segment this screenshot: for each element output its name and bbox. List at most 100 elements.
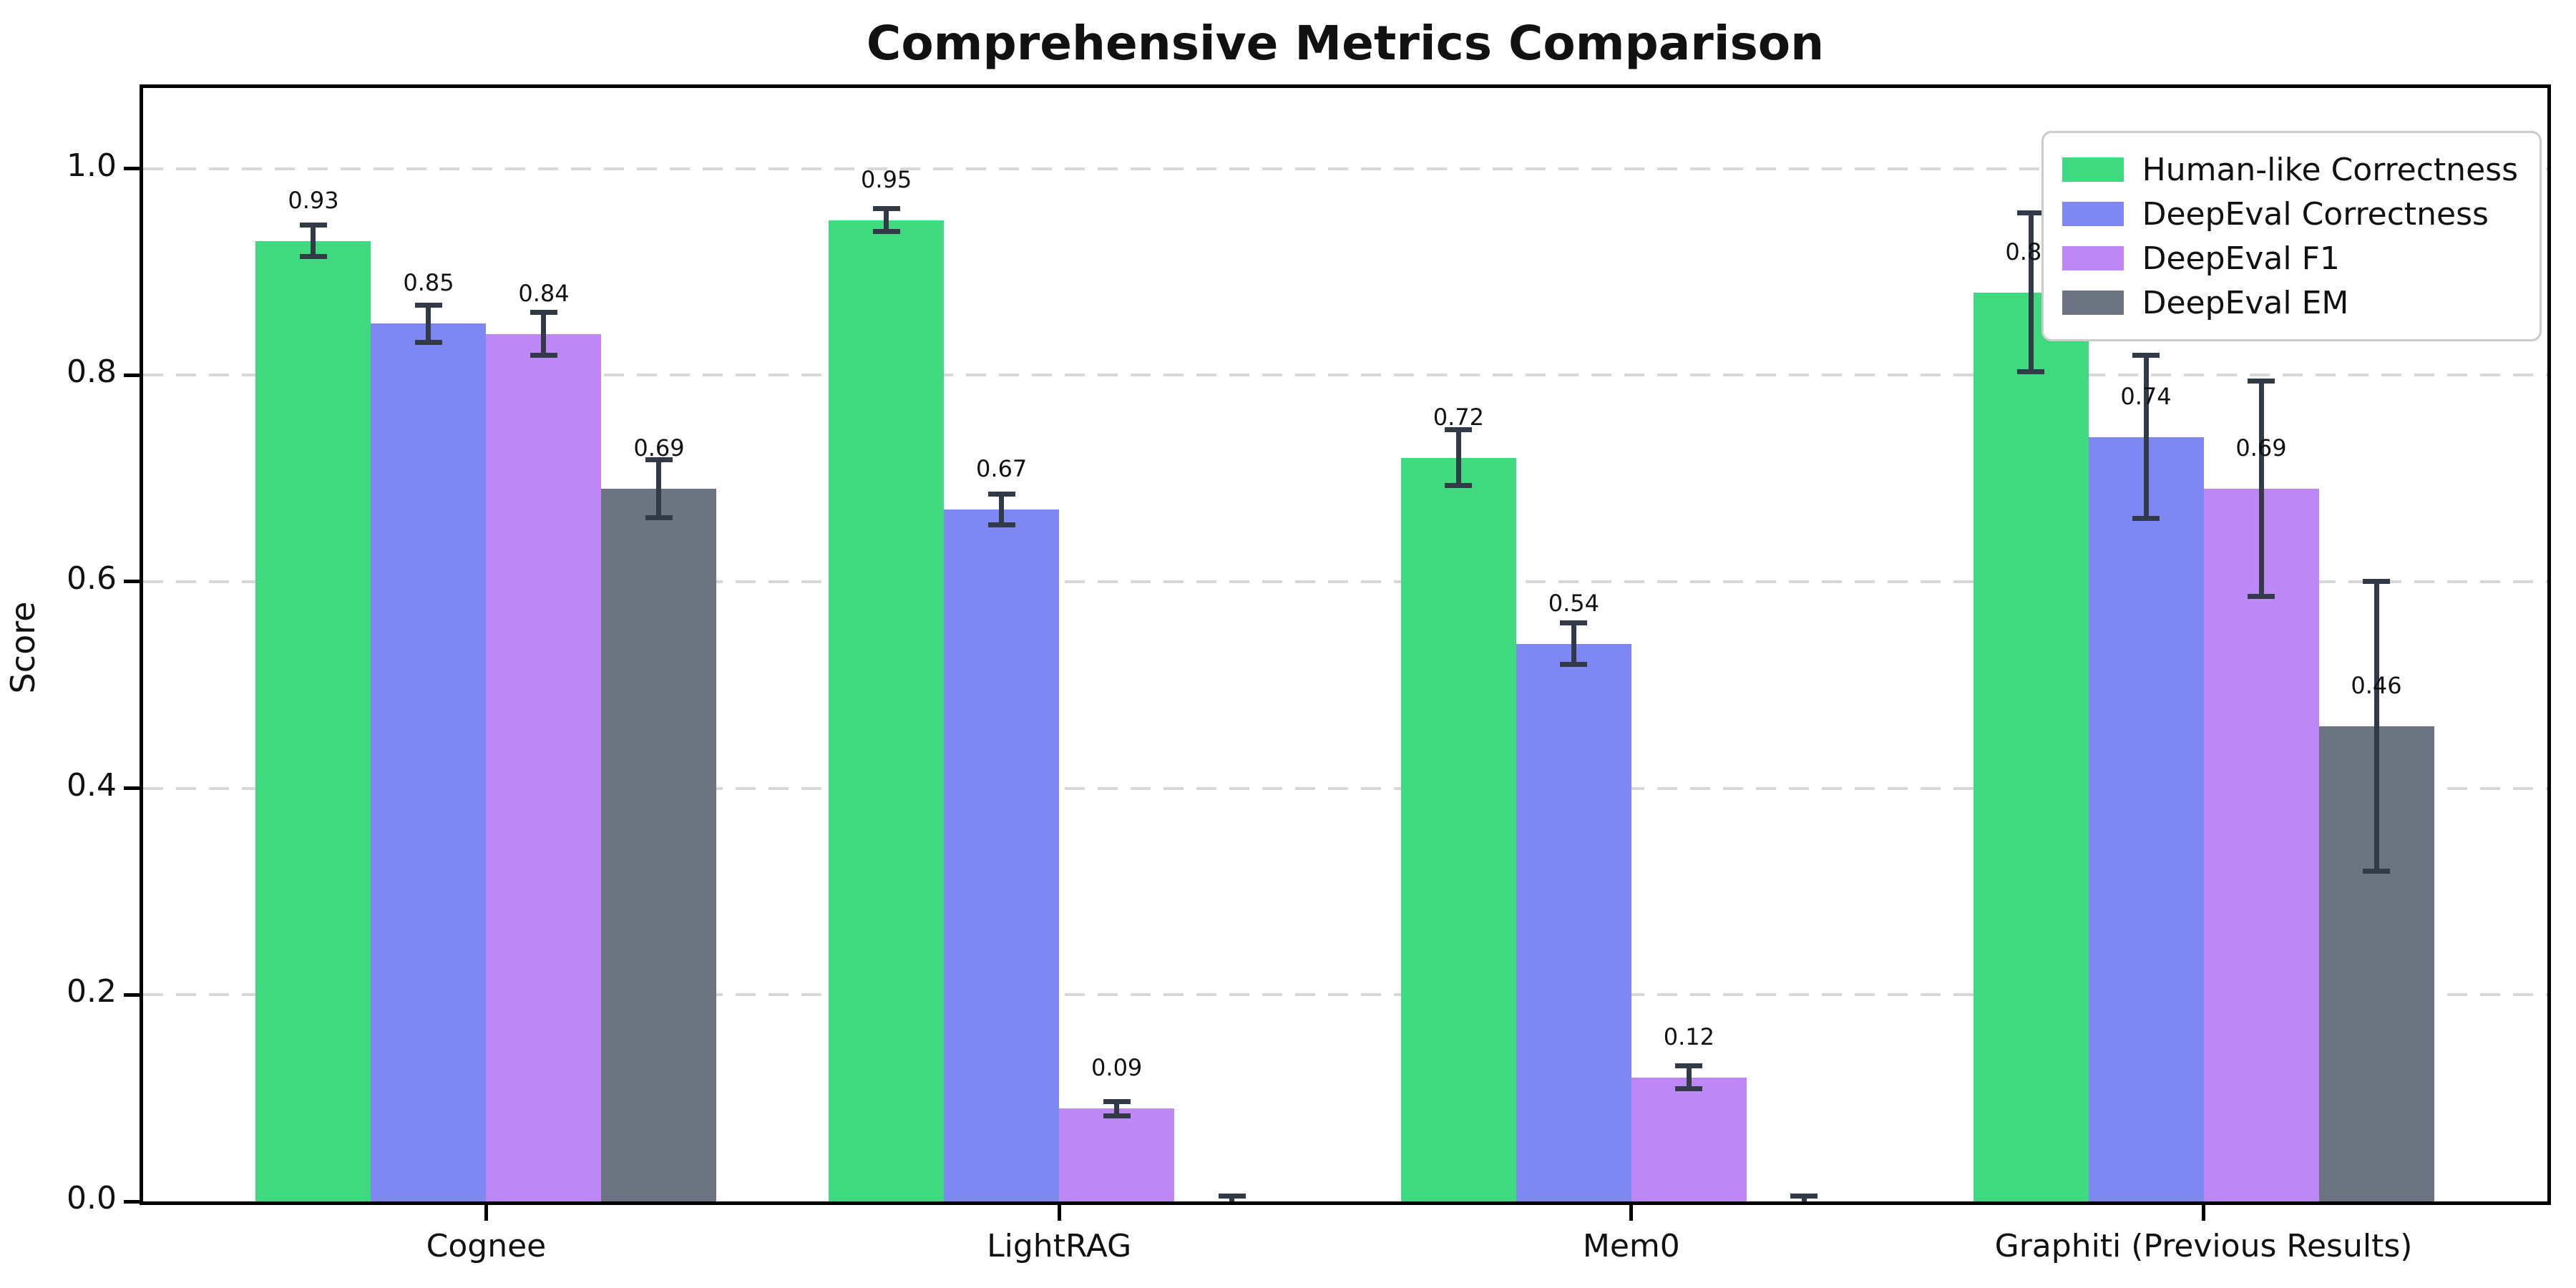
bar-deepeval-correctness-cognee <box>371 323 487 1201</box>
y-tick-label-0.4: 0.4 <box>67 766 117 804</box>
error-bar-deepeval-correctness-lightrag <box>999 494 1005 525</box>
bar-value-label-deepeval-f1-lightrag: 0.09 <box>1091 1054 1143 1082</box>
y-tick-0.8 <box>124 373 140 377</box>
error-cap-top-deepeval-em-cognee <box>645 457 673 463</box>
error-cap-top-deepeval-correctness-lightrag <box>987 491 1015 497</box>
bar-value-label-deepeval-f1-cognee: 0.84 <box>518 279 570 307</box>
bar-deepeval-em-cognee <box>601 489 717 1201</box>
error-cap-top-human-like-correctness-graphiti-previous-results <box>2017 210 2045 216</box>
error-bar-human-like-correctness-lightrag <box>884 208 889 232</box>
gridline-y-0.4 <box>143 786 2547 790</box>
error-cap-bottom-deepeval-correctness-lightrag <box>987 522 1015 528</box>
gridline-y-0.2 <box>143 993 2547 997</box>
error-cap-top-deepeval-f1-cognee <box>530 309 557 315</box>
bar-deepeval-correctness-graphiti-previous-results <box>2088 436 2204 1201</box>
bar-human-like-correctness-graphiti-previous-results <box>1973 292 2089 1201</box>
error-bar-deepeval-em-lightrag <box>1229 1196 1235 1201</box>
y-tick-label-1.0: 1.0 <box>67 147 117 184</box>
error-cap-bottom-deepeval-em-graphiti-previous-results <box>2363 868 2391 874</box>
error-bar-deepeval-f1-graphiti-previous-results <box>2258 381 2264 597</box>
error-cap-bottom-deepeval-correctness-cognee <box>414 339 442 345</box>
legend-item-deepeval-em: DeepEval EM <box>2062 280 2518 325</box>
error-cap-bottom-human-like-correctness-graphiti-previous-results <box>2017 369 2045 375</box>
bar-value-label-deepeval-f1-mem0: 0.12 <box>1663 1023 1714 1050</box>
y-tick-0.6 <box>124 580 140 584</box>
error-cap-top-deepeval-em-lightrag <box>1218 1194 1246 1199</box>
y-tick-0.4 <box>124 786 140 791</box>
legend-item-deepeval-correctness: DeepEval Correctness <box>2062 192 2518 236</box>
bar-human-like-correctness-cognee <box>255 240 371 1201</box>
error-bar-deepeval-f1-cognee <box>541 312 547 356</box>
x-tick-label-mem0: Mem0 <box>1582 1228 1680 1264</box>
bar-value-label-human-like-correctness-mem0: 0.72 <box>1433 403 1484 431</box>
error-cap-bottom-human-like-correctness-lightrag <box>872 229 900 235</box>
legend-item-deepeval-f1: DeepEval F1 <box>2062 236 2518 280</box>
y-tick-label-0.6: 0.6 <box>67 560 117 597</box>
error-bar-deepeval-em-cognee <box>656 459 662 518</box>
error-cap-bottom-deepeval-f1-cognee <box>530 353 557 358</box>
error-bar-human-like-correctness-mem0 <box>1455 429 1461 486</box>
error-cap-top-human-like-correctness-lightrag <box>872 206 900 212</box>
bar-deepeval-f1-cognee <box>486 333 602 1201</box>
legend-swatch-deepeval-f1 <box>2062 246 2124 270</box>
x-tick-graphiti-previous-results <box>2202 1205 2206 1221</box>
y-tick-label-0.8: 0.8 <box>67 353 117 391</box>
y-tick-0.2 <box>124 992 140 997</box>
gridline-y-1.0 <box>143 167 2547 170</box>
x-tick-mem0 <box>1629 1205 1634 1221</box>
error-cap-bottom-human-like-correctness-mem0 <box>1445 483 1473 489</box>
error-bar-human-like-correctness-graphiti-previous-results <box>2028 213 2034 372</box>
legend-swatch-human-like-correctness <box>2062 157 2124 182</box>
error-cap-top-deepeval-correctness-cognee <box>414 302 442 308</box>
bar-value-label-deepeval-correctness-graphiti-previous-results: 0.74 <box>2120 382 2172 410</box>
error-bar-deepeval-em-graphiti-previous-results <box>2373 581 2379 872</box>
bar-deepeval-f1-graphiti-previous-results <box>2203 489 2319 1201</box>
error-cap-bottom-deepeval-em-cognee <box>645 514 673 520</box>
error-bar-deepeval-f1-mem0 <box>1686 1065 1692 1089</box>
gridline-y-0.6 <box>143 580 2547 583</box>
chart-title: Comprehensive Metrics Comparison <box>866 16 1825 71</box>
error-cap-top-deepeval-f1-mem0 <box>1675 1063 1703 1069</box>
bar-value-label-deepeval-em-graphiti-previous-results: 0.46 <box>2351 672 2402 700</box>
bar-deepeval-f1-lightrag <box>1059 1108 1175 1201</box>
gridline-y-0.8 <box>143 374 2547 377</box>
legend-label-deepeval-em: DeepEval EM <box>2142 284 2349 321</box>
plot-area: 0.93 0.85 0.84 0.69 0.95 0.67 0.09 0.72 0.54 0.12… <box>140 84 2551 1205</box>
bar-human-like-correctness-mem0 <box>1400 457 1516 1201</box>
bar-value-label-deepeval-correctness-mem0: 0.54 <box>1548 589 1599 617</box>
legend: Human-like Correctness DeepEval Correctne… <box>2041 131 2542 341</box>
error-cap-bottom-deepeval-correctness-graphiti-previous-results <box>2132 516 2160 522</box>
error-bar-deepeval-correctness-graphiti-previous-results <box>2143 355 2149 519</box>
error-cap-top-human-like-correctness-mem0 <box>1445 427 1473 433</box>
error-cap-top-deepeval-f1-lightrag <box>1103 1098 1131 1104</box>
bar-value-label-human-like-correctness-cognee: 0.93 <box>288 186 339 214</box>
error-bar-human-like-correctness-cognee <box>311 225 316 257</box>
y-tick-label-0.2: 0.2 <box>67 973 117 1010</box>
error-cap-top-deepeval-correctness-graphiti-previous-results <box>2132 353 2160 358</box>
error-cap-bottom-deepeval-f1-lightrag <box>1103 1113 1131 1118</box>
legend-item-human-like-correctness: Human-like Correctness <box>2062 147 2518 192</box>
error-cap-top-deepeval-f1-graphiti-previous-results <box>2248 379 2275 384</box>
legend-label-deepeval-correctness: DeepEval Correctness <box>2142 195 2489 233</box>
bar-deepeval-correctness-lightrag <box>944 509 1060 1201</box>
bar-value-label-deepeval-em-cognee: 0.69 <box>633 434 685 462</box>
y-tick-0.0 <box>124 1199 140 1204</box>
bar-value-label-deepeval-correctness-lightrag: 0.67 <box>976 454 1028 482</box>
error-bar-deepeval-correctness-cognee <box>426 305 431 343</box>
bar-value-label-deepeval-correctness-cognee: 0.85 <box>403 269 454 297</box>
error-cap-bottom-deepeval-em-mem0 <box>1790 1204 1818 1205</box>
error-bar-deepeval-em-mem0 <box>1801 1196 1807 1201</box>
error-cap-bottom-deepeval-f1-graphiti-previous-results <box>2248 593 2275 599</box>
bar-deepeval-correctness-mem0 <box>1516 643 1631 1201</box>
legend-label-deepeval-f1: DeepEval F1 <box>2142 240 2340 277</box>
error-cap-top-deepeval-correctness-mem0 <box>1560 620 1588 626</box>
error-cap-bottom-deepeval-em-lightrag <box>1219 1204 1246 1205</box>
error-cap-bottom-deepeval-correctness-mem0 <box>1560 661 1588 667</box>
error-cap-top-deepeval-em-graphiti-previous-results <box>2363 579 2391 585</box>
legend-swatch-deepeval-em <box>2062 291 2124 315</box>
x-tick-label-lightrag: LightRAG <box>987 1228 1132 1264</box>
x-tick-label-graphiti-previous-results: Graphiti (Previous Results) <box>1994 1228 2413 1264</box>
error-bar-deepeval-f1-lightrag <box>1114 1101 1120 1116</box>
bar-human-like-correctness-lightrag <box>829 220 945 1201</box>
